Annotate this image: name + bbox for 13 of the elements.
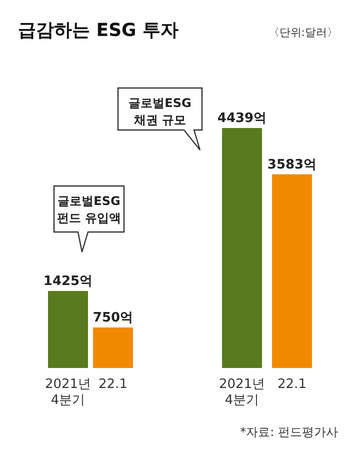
chart-subtitle: 〈단위:달러〉 bbox=[268, 26, 338, 39]
text: *자료: 펀드평가사 bbox=[240, 425, 338, 439]
x-tick-label: 22.1 bbox=[98, 377, 128, 392]
annotation: 글로벌ESG 펀드 유입액 bbox=[56, 194, 122, 225]
data-label: 4439억 bbox=[217, 111, 267, 126]
chart-title: 급감하는 ESG 투자 bbox=[18, 20, 179, 41]
data-label: 750억 bbox=[92, 310, 134, 326]
x-tick-label: 2021년 4분기 bbox=[218, 377, 266, 408]
x-tick-label: 22.1 bbox=[278, 377, 306, 392]
data-label: 3583억 bbox=[267, 157, 317, 172]
x-tick-label: 2021년 4분기 bbox=[44, 377, 92, 408]
text: 글로벌ESG 채권 규모 bbox=[128, 96, 192, 127]
data-label: 1425억 bbox=[43, 274, 93, 289]
